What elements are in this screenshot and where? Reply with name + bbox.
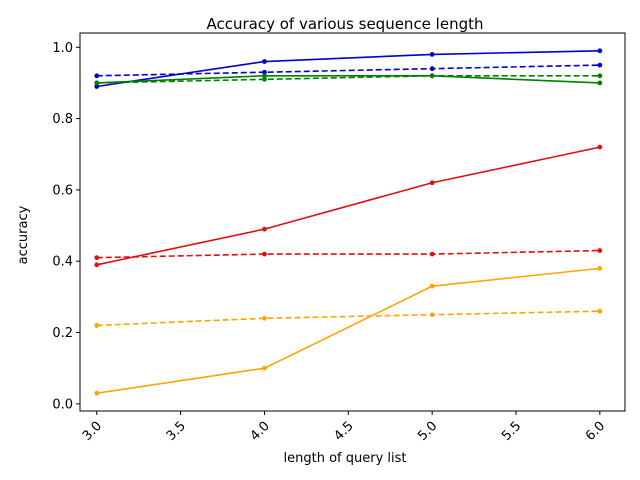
series-3-point: [597, 80, 603, 86]
series-line-5: [96, 146, 601, 266]
y-tick-label: 0.4: [52, 255, 73, 270]
series-7-point: [597, 265, 603, 271]
series-1-point: [262, 59, 267, 64]
series-4-point: [429, 73, 435, 79]
y-tick-label: 0.8: [52, 112, 73, 127]
series-1-point: [429, 51, 435, 57]
plot-frame: [79, 32, 626, 412]
series-7-point: [429, 283, 435, 289]
series-6-point: [262, 251, 267, 257]
plot-area: 0.0 0.2 0.4 0.6 0.8 1.0 3.0 3.5 4.0 4.5 5.0 5.5 6.0: [52, 32, 626, 444]
x-tick-label: 3.5: [164, 419, 189, 444]
series-2-point: [597, 62, 603, 68]
series-1-point: [597, 48, 603, 54]
series-4-point: [597, 73, 603, 79]
series-4-point: [94, 80, 100, 86]
series-7-point: [94, 390, 100, 396]
series-4-point: [262, 76, 267, 82]
series-line-2: [96, 64, 600, 77]
x-tick-label: 5.5: [499, 419, 524, 444]
series-8-point: [262, 315, 267, 321]
series-line-7: [96, 267, 600, 394]
series-6-point: [94, 255, 100, 261]
series-line-4: [96, 74, 600, 84]
series-2-point: [429, 66, 435, 72]
series-8-point: [94, 323, 100, 328]
series-5-point: [94, 262, 100, 268]
x-axis-label: length of query list: [284, 451, 407, 466]
series-line-8: [96, 310, 600, 327]
x-tick-label: 4.0: [248, 419, 273, 444]
series-5-point: [429, 180, 435, 186]
series-3-point: [262, 73, 267, 79]
y-axis-label: accuracy: [16, 205, 31, 264]
series-line-3: [96, 74, 600, 84]
x-tick-label: 5.0: [415, 419, 440, 444]
series-line-6: [96, 249, 600, 259]
series-8-point: [597, 308, 603, 314]
x-tick-label: 4.5: [331, 419, 356, 444]
y-tick-label: 0.0: [52, 397, 73, 412]
series-7-point: [262, 365, 267, 371]
series-8-point: [429, 312, 435, 318]
series-5-point: [262, 226, 267, 232]
x-tick-label: 3.0: [80, 419, 105, 444]
y-tick-label: 0.2: [52, 326, 73, 341]
chart-title: Accuracy of various sequence length: [206, 15, 483, 33]
x-tick-label: 6.0: [583, 419, 608, 444]
series-1-point: [94, 84, 100, 89]
series-2-point: [94, 73, 100, 79]
series-6-point: [429, 251, 435, 257]
y-tick-label: 1.0: [52, 41, 73, 56]
series-5-point: [597, 144, 603, 150]
y-tick-label: 0.6: [52, 183, 73, 198]
series-2-point: [262, 69, 267, 75]
series-6-point: [597, 248, 603, 253]
